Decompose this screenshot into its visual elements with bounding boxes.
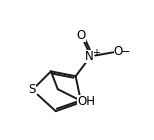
- Text: N: N: [85, 50, 94, 63]
- Text: +: +: [92, 48, 100, 58]
- Text: O: O: [77, 29, 86, 41]
- Text: S: S: [29, 83, 36, 96]
- Text: −: −: [121, 47, 130, 57]
- Text: O: O: [113, 45, 123, 58]
- Text: OH: OH: [77, 95, 95, 108]
